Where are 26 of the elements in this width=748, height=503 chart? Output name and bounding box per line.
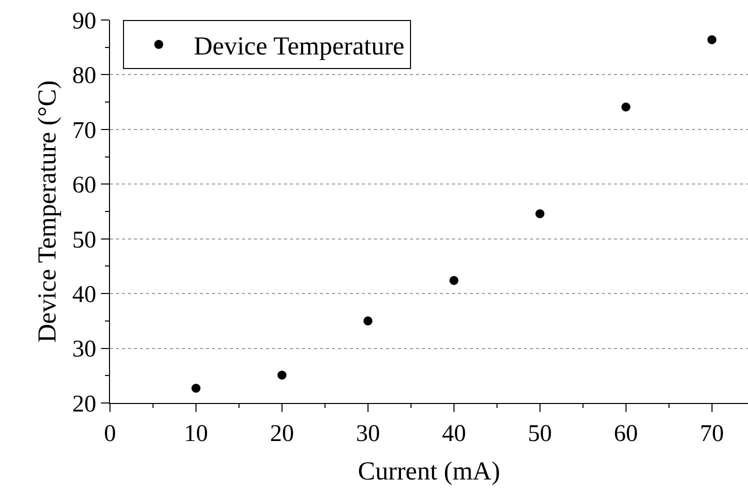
x-axis-title: Current (mA) xyxy=(358,456,500,486)
x-tick-label: 50 xyxy=(528,420,552,447)
legend-label: Device Temperature xyxy=(194,32,404,61)
point xyxy=(535,209,544,218)
y-tick-label: 30 xyxy=(72,336,96,363)
y-tick-label: 20 xyxy=(72,391,96,418)
x-tick-label: 40 xyxy=(442,420,466,447)
point xyxy=(277,370,286,380)
x-tick-label: 20 xyxy=(270,420,294,447)
y-tick-label: 70 xyxy=(72,118,96,144)
x-tick-label: 60 xyxy=(614,420,638,447)
y-tick-label: 40 xyxy=(72,282,96,308)
x-tick-label: 30 xyxy=(356,420,380,447)
x-tick-label: 0 xyxy=(104,420,116,447)
y-tick-label: 60 xyxy=(72,172,96,199)
y-tick-label: 80 xyxy=(72,63,96,90)
point xyxy=(191,384,200,393)
y-tick-label: 90 xyxy=(72,8,96,34)
y-tick-label: 50 xyxy=(72,227,96,254)
y-axis-title: Device Temperature (°C) xyxy=(32,80,62,343)
x-tick-label: 70 xyxy=(700,420,724,447)
point xyxy=(707,35,716,44)
x-tick-label: 10 xyxy=(184,420,208,447)
point xyxy=(621,102,630,112)
point xyxy=(449,276,458,285)
point xyxy=(363,316,372,326)
